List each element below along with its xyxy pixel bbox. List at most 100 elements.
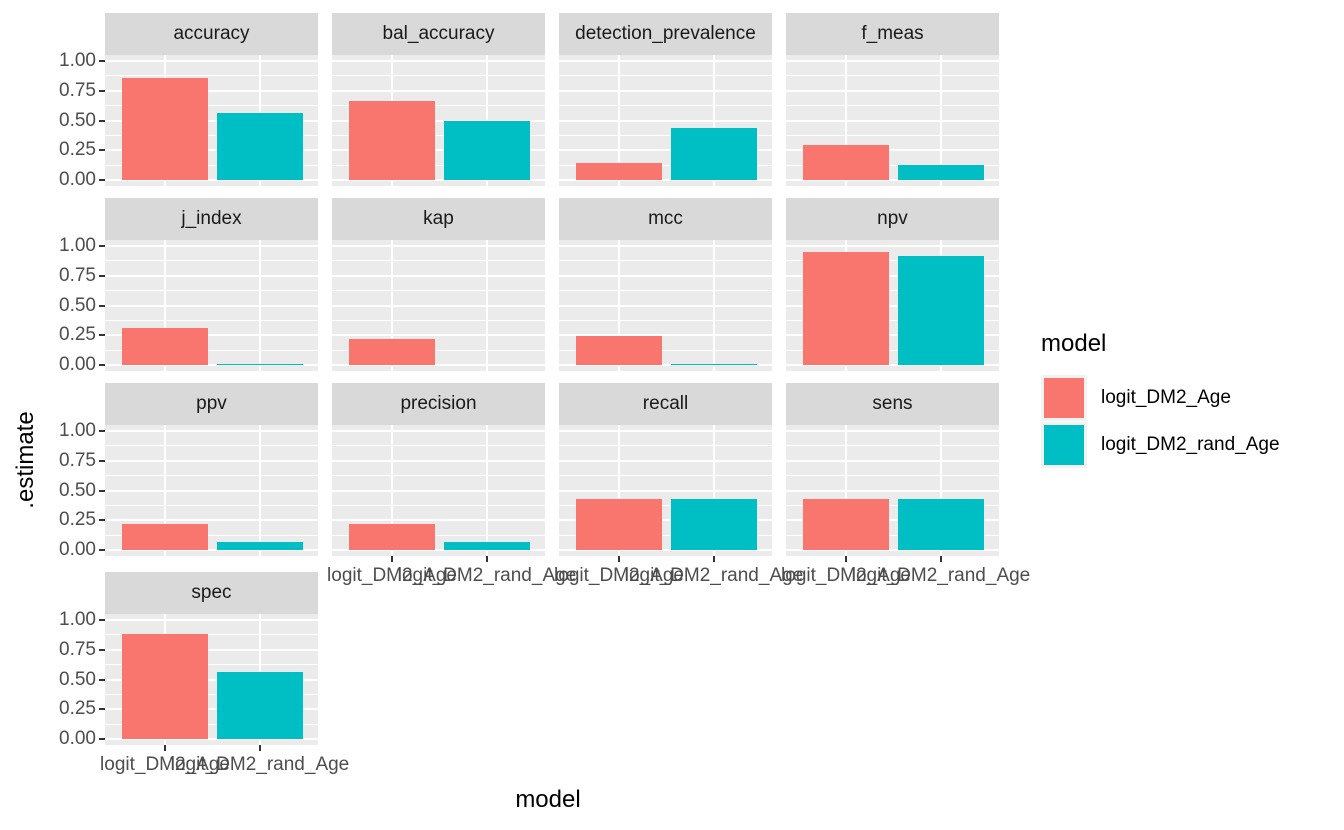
gridline-minor (559, 260, 772, 262)
gridline-minor (786, 534, 999, 536)
x-axis-tick (713, 556, 715, 562)
bar-logit_DM2_Age (576, 163, 662, 180)
x-tick-label: logit_DM2_Age (100, 754, 230, 775)
y-axis-tick (99, 648, 105, 651)
bar-logit_DM2_rand_Age (898, 498, 984, 550)
gridline-major (786, 459, 999, 462)
facet-panel (786, 55, 999, 186)
y-axis-tick (99, 245, 105, 247)
legend-key-background (1041, 422, 1087, 468)
x-tick-label: logit_DM2_rand_Age (397, 565, 577, 586)
x-axis-title: model (515, 786, 581, 813)
facet-panel (332, 55, 545, 186)
y-tick-label: 1.00 (59, 50, 96, 71)
bar-logit_DM2_rand_Age (671, 498, 757, 550)
gridline-minor (559, 349, 772, 351)
gridline-minor (559, 75, 772, 77)
gridline-minor (559, 319, 772, 321)
facet-panel (105, 55, 318, 186)
bar-logit_DM2_rand_Age (671, 127, 757, 180)
facet-strip: ppv (105, 383, 318, 425)
gridline-minor (786, 105, 999, 107)
bar-logit_DM2_rand_Age (217, 672, 303, 739)
x-axis-tick (164, 745, 166, 751)
gridline-major (559, 364, 772, 366)
y-tick-label: 0.25 (59, 698, 96, 720)
facet-strip: kap (332, 198, 545, 240)
bar-logit_DM2_Age (122, 523, 208, 550)
gridline-major (332, 364, 545, 366)
gridline-vertical (940, 55, 942, 186)
y-axis-tick (99, 274, 105, 277)
gridline-major (559, 149, 772, 152)
facet-strip: sens (786, 383, 999, 425)
x-axis-tick (486, 556, 488, 562)
gridline-minor (332, 75, 545, 77)
legend-swatch-icon (1044, 425, 1084, 465)
gridline-minor (105, 319, 318, 321)
y-axis-tick (99, 304, 105, 307)
gridline-major (786, 489, 999, 492)
facet-strip: spec (105, 572, 318, 614)
gridline-minor (559, 105, 772, 107)
gridline-major (105, 364, 318, 366)
facet-panel (559, 55, 772, 186)
y-axis-tick (99, 430, 105, 432)
y-tick-label: 0.00 (59, 539, 96, 560)
x-axis-tick (845, 556, 847, 562)
gridline-major (559, 519, 772, 522)
facet-strip: f_meas (786, 13, 999, 55)
gridline-minor (786, 349, 999, 351)
facet-strip: recall (559, 383, 772, 425)
gridline-minor (559, 445, 772, 447)
gridline-major (332, 549, 545, 551)
bar-logit_DM2_rand_Age (898, 164, 984, 180)
gridline-major (105, 334, 318, 337)
gridline-major (786, 519, 999, 522)
gridline-minor (786, 134, 999, 136)
bar-logit_DM2_rand_Age (671, 364, 757, 365)
x-axis-tick (618, 556, 620, 562)
gridline-minor (786, 75, 999, 77)
gridline-major (332, 304, 545, 307)
gridline-minor (786, 260, 999, 262)
y-axis-tick (99, 179, 105, 181)
bar-logit_DM2_Age (349, 338, 435, 365)
facet-strip: j_index (105, 198, 318, 240)
gridline-major (105, 489, 318, 492)
bar-logit_DM2_rand_Age (444, 541, 530, 550)
gridline-vertical (713, 55, 715, 186)
gridline-minor (559, 134, 772, 136)
gridline-major (559, 89, 772, 92)
gridline-vertical (391, 240, 393, 371)
gridline-minor (105, 260, 318, 262)
y-axis-tick (99, 119, 105, 122)
legend-swatch-icon (1044, 378, 1084, 418)
bar-logit_DM2_Age (349, 523, 435, 550)
legend-label: logit_DM2_rand_Age (1101, 434, 1280, 455)
gridline-major (332, 519, 545, 522)
gridline-vertical (391, 425, 393, 556)
y-tick-label: 0.75 (59, 264, 96, 286)
bar-logit_DM2_Age (122, 634, 208, 739)
gridline-major (786, 549, 999, 551)
gridline-minor (332, 260, 545, 262)
gridline-minor (105, 290, 318, 292)
gridline-major (786, 245, 999, 247)
gridline-major (332, 489, 545, 492)
gridline-minor (332, 504, 545, 506)
gridline-vertical (486, 240, 488, 371)
gridline-major (332, 334, 545, 337)
gridline-major (559, 430, 772, 432)
gridline-minor (559, 475, 772, 477)
y-tick-label: 1.00 (59, 420, 96, 441)
facet-panel (332, 240, 545, 371)
y-tick-label: 0.00 (59, 728, 96, 749)
y-axis-tick (99, 459, 105, 462)
y-axis-title: .estimate (12, 411, 39, 509)
gridline-minor (332, 349, 545, 351)
y-tick-label: 0.50 (59, 294, 96, 316)
gridline-major (105, 274, 318, 277)
gridline-minor (105, 504, 318, 506)
facet-strip: detection_prevalence (559, 13, 772, 55)
